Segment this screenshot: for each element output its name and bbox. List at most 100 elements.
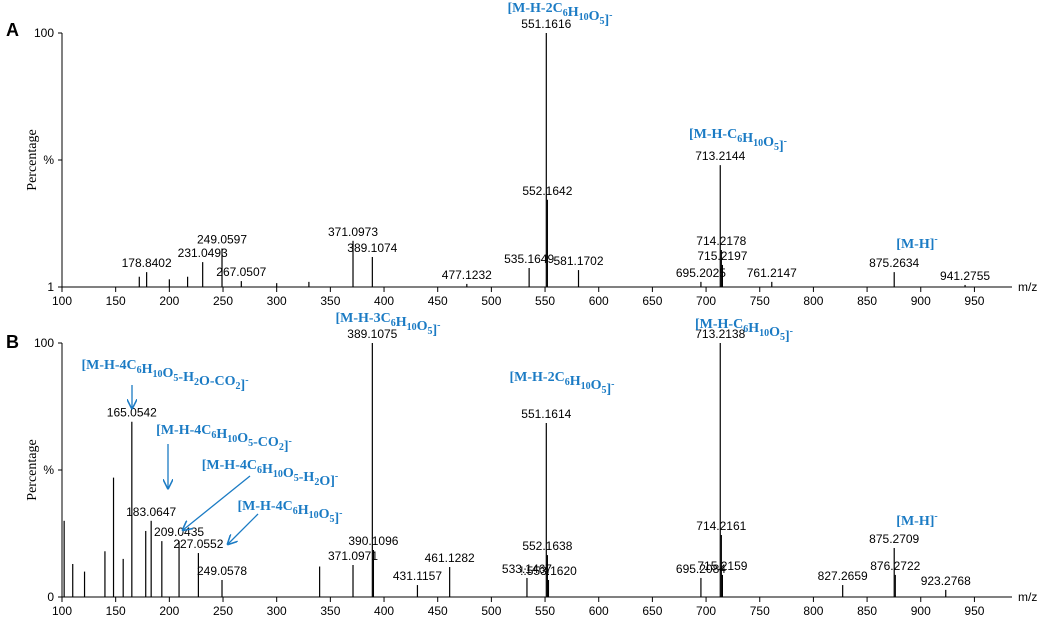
x-tick-label: 950	[964, 294, 984, 308]
y-axis-label: Percentage	[25, 129, 40, 190]
peak-label: 715.2197	[697, 249, 747, 263]
x-tick-label: 450	[428, 294, 448, 308]
peak-label: 713.2144	[695, 149, 745, 163]
x-tick-label: 500	[481, 604, 501, 618]
annotation: [M-H]-	[896, 234, 937, 252]
x-tick-label: 200	[159, 294, 179, 308]
peak-label: 714.2161	[696, 519, 746, 533]
peak-label: 876.2722	[870, 559, 920, 573]
y-tick-label: %	[43, 463, 54, 477]
annotation: [M-H-C6H10O5]-	[695, 317, 793, 344]
annotation: [M-H-2C6H10O5]-	[510, 370, 615, 397]
x-tick-label: 250	[213, 604, 233, 618]
x-tick-label: 300	[267, 604, 287, 618]
peak-label: !:553.1620	[520, 564, 577, 578]
annotation: [M-H-4C6H10O5]-	[238, 499, 343, 526]
peak-label: 389.1074	[347, 241, 397, 255]
x-tick-label: 850	[857, 604, 877, 618]
peak-label: 249.0597	[197, 233, 247, 247]
x-tick-label: 950	[964, 604, 984, 618]
x-tick-label: 350	[320, 604, 340, 618]
x-tick-label: 150	[106, 294, 126, 308]
x-tick-label: 650	[642, 294, 662, 308]
peak-label: 165.0542	[107, 406, 157, 420]
peak-label: 431.1157	[393, 569, 442, 583]
peak-label: 941.2755	[940, 269, 990, 283]
y-axis-label: Percentage	[25, 439, 40, 500]
peak-label: 371.0973	[328, 225, 378, 239]
peak-label: 875.2634	[869, 256, 919, 270]
annotation: [M-H-2C6H10O5]-	[508, 1, 613, 28]
x-tick-label: 400	[374, 294, 394, 308]
peak-label: 389.1075	[347, 327, 397, 341]
annotation: [M-H]-	[896, 511, 937, 529]
annotation: [M-H-4C6H10O5-H2O]-	[202, 458, 338, 489]
peak-label: 713.2138	[695, 327, 745, 341]
peak-label: 923.2768	[921, 574, 971, 588]
y-tick-label: %	[43, 153, 54, 167]
x-tick-label: 900	[911, 604, 931, 618]
peak-label: 714.2178	[696, 234, 746, 248]
arrow	[183, 475, 251, 530]
x-tick-label: 750	[750, 604, 770, 618]
peak-label: 477.1232	[442, 268, 492, 282]
peak-label: 551.1614	[521, 407, 571, 421]
x-tick-label: 350	[320, 294, 340, 308]
peak-label: 390.1096	[348, 534, 398, 548]
peak-label: 715.2159	[697, 559, 747, 573]
y-tick-label: 100	[34, 336, 54, 350]
peak-label: 552.1642	[522, 184, 572, 198]
x-tick-label: 100	[52, 604, 72, 618]
x-tick-label: 900	[911, 294, 931, 308]
x-tick-label: 600	[589, 294, 609, 308]
y-tick-label: 100	[34, 26, 54, 40]
peak-label: 695.2025	[676, 266, 726, 280]
arrow	[228, 513, 259, 544]
peak-label: 761.2147	[747, 266, 797, 280]
peak-label: 461.1282	[425, 551, 475, 565]
y-tick-label: 1	[47, 280, 54, 294]
annotation: [M-H-C6H10O5]-	[689, 127, 787, 154]
annotation: [M-H-4C6H10O5-CO2]-	[156, 423, 292, 454]
annotation: [M-H-3C6H10O5]-	[336, 311, 441, 338]
peak-label: 533.1467	[502, 562, 552, 576]
panel-label: B	[6, 332, 19, 352]
x-tick-label: 400	[374, 604, 394, 618]
peak-label: 535.1649	[504, 252, 554, 266]
peak-label: 552.1638	[522, 539, 572, 553]
panel-label: A	[6, 20, 19, 40]
x-tick-label: 800	[803, 294, 823, 308]
x-tick-label: 700	[696, 604, 716, 618]
peak-label: 227.0552	[173, 537, 223, 551]
peak-label: 267.0507	[216, 265, 266, 279]
x-tick-label: 300	[267, 294, 287, 308]
x-tick-label: 700	[696, 294, 716, 308]
x-axis-label: m/z	[1018, 590, 1037, 604]
x-tick-label: 150	[106, 604, 126, 618]
x-tick-label: 100	[52, 294, 72, 308]
x-tick-label: 600	[589, 604, 609, 618]
x-tick-label: 750	[750, 294, 770, 308]
x-tick-label: 250	[213, 294, 233, 308]
peak-label: 827.2659	[818, 569, 868, 583]
peak-label: 695.2084	[676, 562, 726, 576]
x-tick-label: 550	[535, 294, 555, 308]
x-tick-label: 200	[159, 604, 179, 618]
x-tick-label: 450	[428, 604, 448, 618]
x-tick-label: 650	[642, 604, 662, 618]
peak-label: 183.0647	[126, 505, 176, 519]
y-tick-label: 0	[47, 590, 54, 604]
annotation: [M-H-4C6H10O5-H2O-CO2]-	[81, 358, 248, 393]
peak-label: 875.2709	[869, 532, 919, 546]
peak-label: 371.0971	[328, 549, 378, 563]
x-tick-label: 550	[535, 604, 555, 618]
x-axis-label: m/z	[1018, 280, 1037, 294]
peak-label: 178.8402	[122, 256, 172, 270]
x-tick-label: 850	[857, 294, 877, 308]
x-tick-label: 800	[803, 604, 823, 618]
peak-label: 581.1702	[553, 254, 603, 268]
peak-label: 231.0493	[178, 246, 228, 260]
x-tick-label: 500	[481, 294, 501, 308]
